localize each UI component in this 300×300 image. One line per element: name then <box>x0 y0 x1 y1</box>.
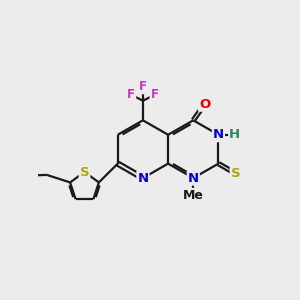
Text: H: H <box>229 128 240 141</box>
Text: O: O <box>199 98 210 111</box>
Text: N: N <box>137 172 148 184</box>
Text: F: F <box>127 88 135 101</box>
Text: F: F <box>139 80 147 93</box>
Text: S: S <box>231 167 240 180</box>
Text: N: N <box>188 172 199 184</box>
Text: F: F <box>151 88 159 101</box>
Text: N: N <box>213 128 224 141</box>
Text: S: S <box>80 166 89 178</box>
Text: Me: Me <box>183 189 204 202</box>
